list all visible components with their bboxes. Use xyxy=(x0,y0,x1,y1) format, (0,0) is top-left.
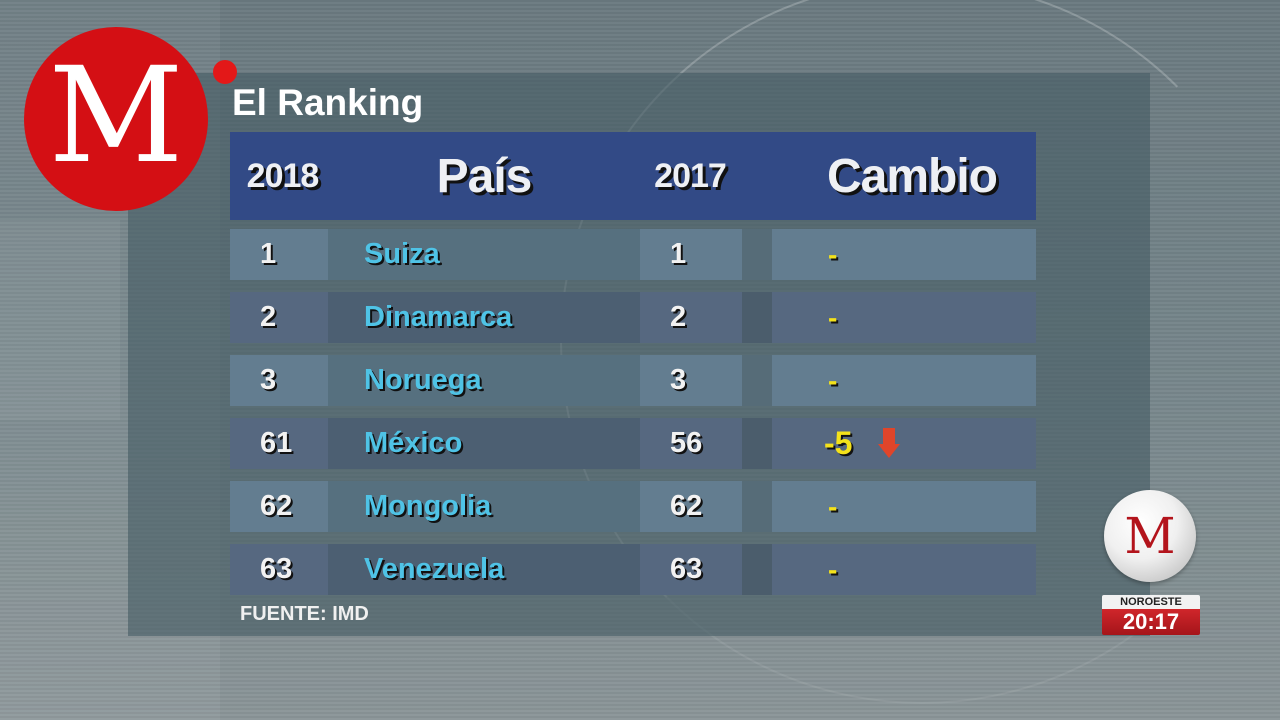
logo-dot xyxy=(213,60,237,84)
rank-2017: 56 xyxy=(640,418,742,469)
column-gap xyxy=(742,418,772,469)
change-cell: - xyxy=(772,229,1036,280)
change-value: - xyxy=(828,490,838,522)
table-row: 1 Suiza 1 - xyxy=(230,229,1036,280)
change-value: - xyxy=(828,553,838,585)
bug-region: NOROESTE xyxy=(1102,595,1200,609)
change-value: - xyxy=(828,301,838,333)
table-row: 61 México 56 -5 xyxy=(230,418,1036,469)
header-country: País xyxy=(436,149,533,203)
table-row: 62 Mongolia 62 - xyxy=(230,481,1036,532)
rank-2018: 62 xyxy=(230,481,328,532)
change-cell: -5 xyxy=(772,418,1036,469)
graphic-title: El Ranking xyxy=(232,82,424,123)
bug-logo-letter: M xyxy=(1124,507,1176,565)
country-name: Suiza xyxy=(328,229,640,280)
bug-clock: 20:17 xyxy=(1102,609,1200,635)
rank-2018: 2 xyxy=(230,292,328,343)
change-value: -5 xyxy=(824,425,853,461)
country-name: Noruega xyxy=(328,355,640,406)
header-2017: 2017 xyxy=(654,156,727,195)
country-name: Venezuela xyxy=(328,544,640,595)
rank-2018: 61 xyxy=(230,418,328,469)
header-change: Cambio xyxy=(826,149,998,203)
rank-2017: 3 xyxy=(640,355,742,406)
country-name: Mongolia xyxy=(328,481,640,532)
rank-2017: 63 xyxy=(640,544,742,595)
column-gap xyxy=(742,544,772,595)
column-gap xyxy=(742,355,772,406)
change-value: - xyxy=(828,364,838,396)
table-row: 2 Dinamarca 2 - xyxy=(230,292,1036,343)
table-header: 2018 País 2017 Cambio xyxy=(230,132,1036,220)
arrow-down-icon xyxy=(878,427,901,460)
column-gap xyxy=(742,292,772,343)
logo-letter: M xyxy=(48,39,184,193)
change-cell: - xyxy=(772,481,1036,532)
rank-2018: 1 xyxy=(230,229,328,280)
table-row: 63 Venezuela 63 - xyxy=(230,544,1036,595)
background-texture xyxy=(0,220,120,420)
column-gap xyxy=(742,481,772,532)
change-value: - xyxy=(828,238,838,270)
rank-2018: 3 xyxy=(230,355,328,406)
country-name: México xyxy=(328,418,640,469)
header-2018: 2018 xyxy=(246,156,320,195)
change-cell: - xyxy=(772,355,1036,406)
rank-2017: 62 xyxy=(640,481,742,532)
source-label: FUENTE: IMD xyxy=(240,603,369,625)
rank-2017: 2 xyxy=(640,292,742,343)
rank-2017: 1 xyxy=(640,229,742,280)
change-cell: - xyxy=(772,292,1036,343)
milenio-logo: M xyxy=(24,27,208,211)
rank-2018: 63 xyxy=(230,544,328,595)
country-name: Dinamarca xyxy=(328,292,640,343)
change-cell: - xyxy=(772,544,1036,595)
table-row: 3 Noruega 3 - xyxy=(230,355,1036,406)
column-gap xyxy=(742,229,772,280)
channel-bug-logo: M xyxy=(1104,490,1196,582)
